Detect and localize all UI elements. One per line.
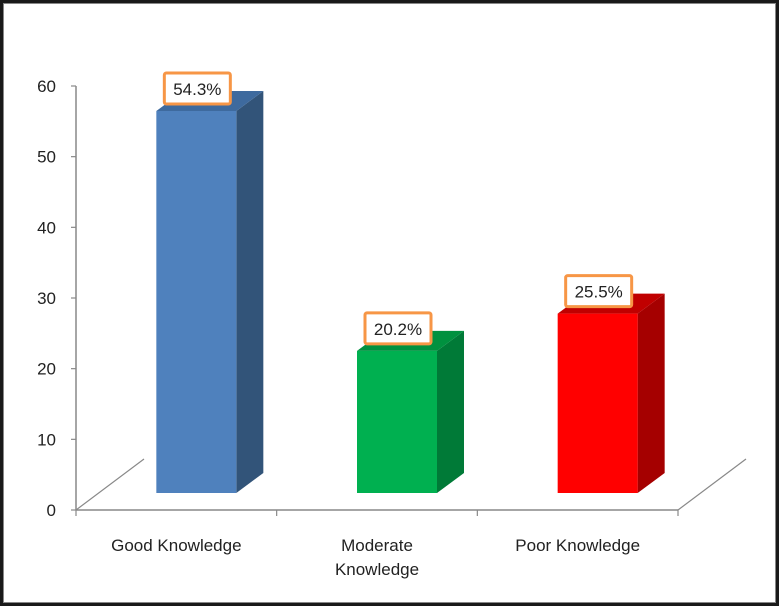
bar-poor-knowledge [557, 313, 638, 493]
x-category-label: Moderate [341, 536, 413, 555]
data-label-box [363, 311, 433, 346]
y-tick-label: 60 [37, 77, 56, 96]
data-label-box [162, 71, 232, 106]
floor-left-edge [75, 458, 145, 511]
bar-side [437, 330, 464, 493]
y-tick-label: 10 [37, 430, 56, 449]
bar-chart: 0 10 20 30 40 50 60 54.3% Good Knowledge 20.2% Mod… [37, 71, 747, 579]
x-category-label: Poor Knowledge [515, 536, 640, 555]
data-label: 54.3% [173, 80, 221, 99]
data-label: 20.2% [374, 320, 422, 339]
y-tick-label: 30 [37, 289, 56, 308]
y-tick-label: 50 [37, 148, 56, 167]
y-tick-label: 40 [37, 218, 56, 237]
bar-moderate-knowledge [357, 350, 437, 493]
floor-right-edge [677, 458, 747, 511]
bar-good-knowledge [156, 111, 237, 493]
x-category-label: Good Knowledge [111, 536, 241, 555]
y-tick-label: 0 [47, 501, 56, 520]
data-label-box [564, 274, 634, 309]
x-category-label: Knowledge [335, 560, 419, 579]
y-tick-label: 20 [37, 360, 56, 379]
bar-side [637, 293, 665, 493]
data-label: 25.5% [575, 283, 623, 302]
bar-side [236, 91, 264, 493]
